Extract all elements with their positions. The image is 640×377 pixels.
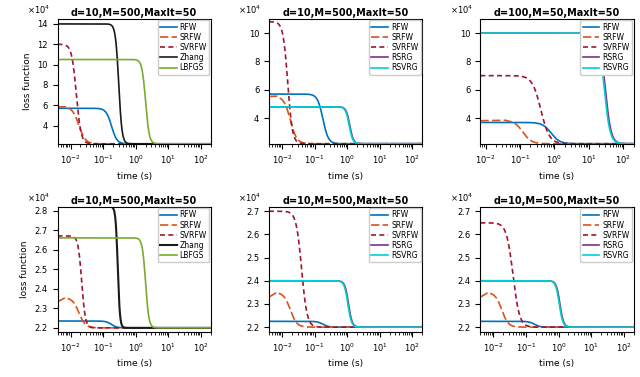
Legend: RFW, SRFW, SVRFW, Zhang, LBFGS: RFW, SRFW, SVRFW, Zhang, LBFGS xyxy=(157,208,209,262)
Title: d=100,M=50,MaxIt=50: d=100,M=50,MaxIt=50 xyxy=(494,8,620,18)
X-axis label: time (s): time (s) xyxy=(328,359,363,368)
Title: d=10,M=500,MaxIt=50: d=10,M=500,MaxIt=50 xyxy=(494,196,620,206)
Text: $\times10^{4}$: $\times10^{4}$ xyxy=(238,4,262,16)
Legend: RFW, SRFW, SVRFW, RSRG, RSVRG: RFW, SRFW, SVRFW, RSRG, RSVRG xyxy=(580,20,632,75)
Title: d=10,M=500,MaxIt=50: d=10,M=500,MaxIt=50 xyxy=(71,196,197,206)
Text: $\times10^{4}$: $\times10^{4}$ xyxy=(27,192,50,204)
X-axis label: time (s): time (s) xyxy=(540,172,575,181)
Legend: RFW, SRFW, SVRFW, RSRG, RSVRG: RFW, SRFW, SVRFW, RSRG, RSVRG xyxy=(580,208,632,262)
Title: d=10,M=500,MaxIt=50: d=10,M=500,MaxIt=50 xyxy=(71,8,197,18)
Legend: RFW, SRFW, SVRFW, RSRG, RSVRG: RFW, SRFW, SVRFW, RSRG, RSVRG xyxy=(369,208,420,262)
X-axis label: time (s): time (s) xyxy=(328,172,363,181)
Text: $\times10^{4}$: $\times10^{4}$ xyxy=(238,192,262,204)
Title: d=10,M=500,MaxIt=50: d=10,M=500,MaxIt=50 xyxy=(282,196,409,206)
Legend: RFW, SRFW, SVRFW, Zhang, LBFGS: RFW, SRFW, SVRFW, Zhang, LBFGS xyxy=(157,20,209,75)
Text: $\times10^{4}$: $\times10^{4}$ xyxy=(450,192,473,204)
X-axis label: time (s): time (s) xyxy=(116,172,152,181)
Text: $\times10^{4}$: $\times10^{4}$ xyxy=(450,4,473,16)
Legend: RFW, SRFW, SVRFW, RSRG, RSVRG: RFW, SRFW, SVRFW, RSRG, RSVRG xyxy=(369,20,420,75)
Y-axis label: loss function: loss function xyxy=(20,241,29,298)
X-axis label: time (s): time (s) xyxy=(540,359,575,368)
Title: d=10,M=500,MaxIt=50: d=10,M=500,MaxIt=50 xyxy=(282,8,409,18)
X-axis label: time (s): time (s) xyxy=(116,359,152,368)
Y-axis label: loss function: loss function xyxy=(23,53,32,110)
Text: $\times10^{4}$: $\times10^{4}$ xyxy=(27,4,50,16)
